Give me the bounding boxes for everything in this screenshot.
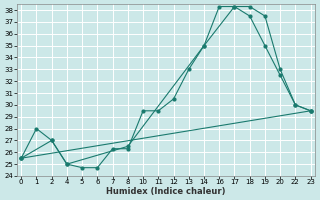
X-axis label: Humidex (Indice chaleur): Humidex (Indice chaleur) <box>106 187 226 196</box>
